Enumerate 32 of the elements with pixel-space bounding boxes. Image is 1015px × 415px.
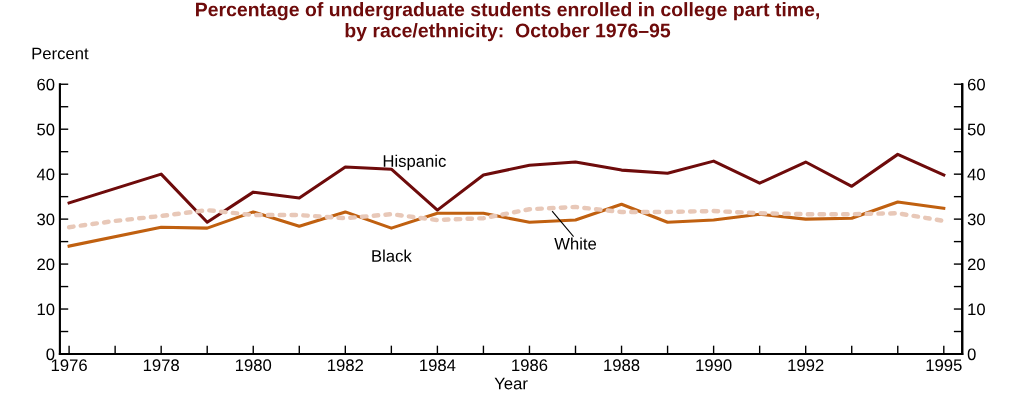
x-tick-label: 1984 bbox=[420, 359, 456, 372]
y2-tick-label: 60 bbox=[967, 78, 985, 91]
x-tick-label: 1978 bbox=[143, 359, 179, 372]
series-label: Hispanic bbox=[383, 154, 446, 171]
x-tick-label: 1992 bbox=[788, 359, 824, 372]
y-tick-label: 10 bbox=[37, 303, 55, 316]
series-label: White bbox=[554, 237, 597, 250]
y-tick-label: 20 bbox=[37, 258, 55, 271]
y2-tick-label: 40 bbox=[967, 168, 985, 181]
y-tick-label: 60 bbox=[37, 78, 55, 91]
series-label: Black bbox=[372, 249, 412, 262]
x-axis-title: Year bbox=[494, 377, 528, 390]
x-tick-label: 1982 bbox=[328, 359, 364, 372]
y-tick-label: 50 bbox=[37, 123, 55, 136]
y2-tick-label: 0 bbox=[967, 348, 976, 361]
line-series bbox=[67, 200, 946, 248]
y-tick-label: 30 bbox=[37, 213, 55, 226]
x-tick-label: 1995 bbox=[926, 359, 962, 372]
y2-tick-label: 30 bbox=[967, 213, 985, 226]
y-tick-label: 0 bbox=[46, 348, 55, 361]
x-tick-label: 1986 bbox=[512, 359, 548, 372]
x-tick-label: 1988 bbox=[604, 359, 640, 372]
x-tick-label: 1976 bbox=[51, 359, 87, 372]
line-series bbox=[67, 152, 946, 224]
chart-title: Percentage of undergraduate students enrolled in college part time, by race/ethnicity: October 1976–95 bbox=[196, 2, 820, 42]
y2-tick-label: 10 bbox=[968, 303, 985, 316]
y2-tick-label: 20 bbox=[967, 258, 985, 271]
y-tick-label: 40 bbox=[36, 168, 55, 181]
x-tick-label: 1990 bbox=[696, 359, 732, 372]
x-tick-label: 1980 bbox=[235, 359, 272, 372]
y2-tick-label: 50 bbox=[967, 123, 985, 136]
y-axis-title: Percent bbox=[32, 47, 89, 60]
